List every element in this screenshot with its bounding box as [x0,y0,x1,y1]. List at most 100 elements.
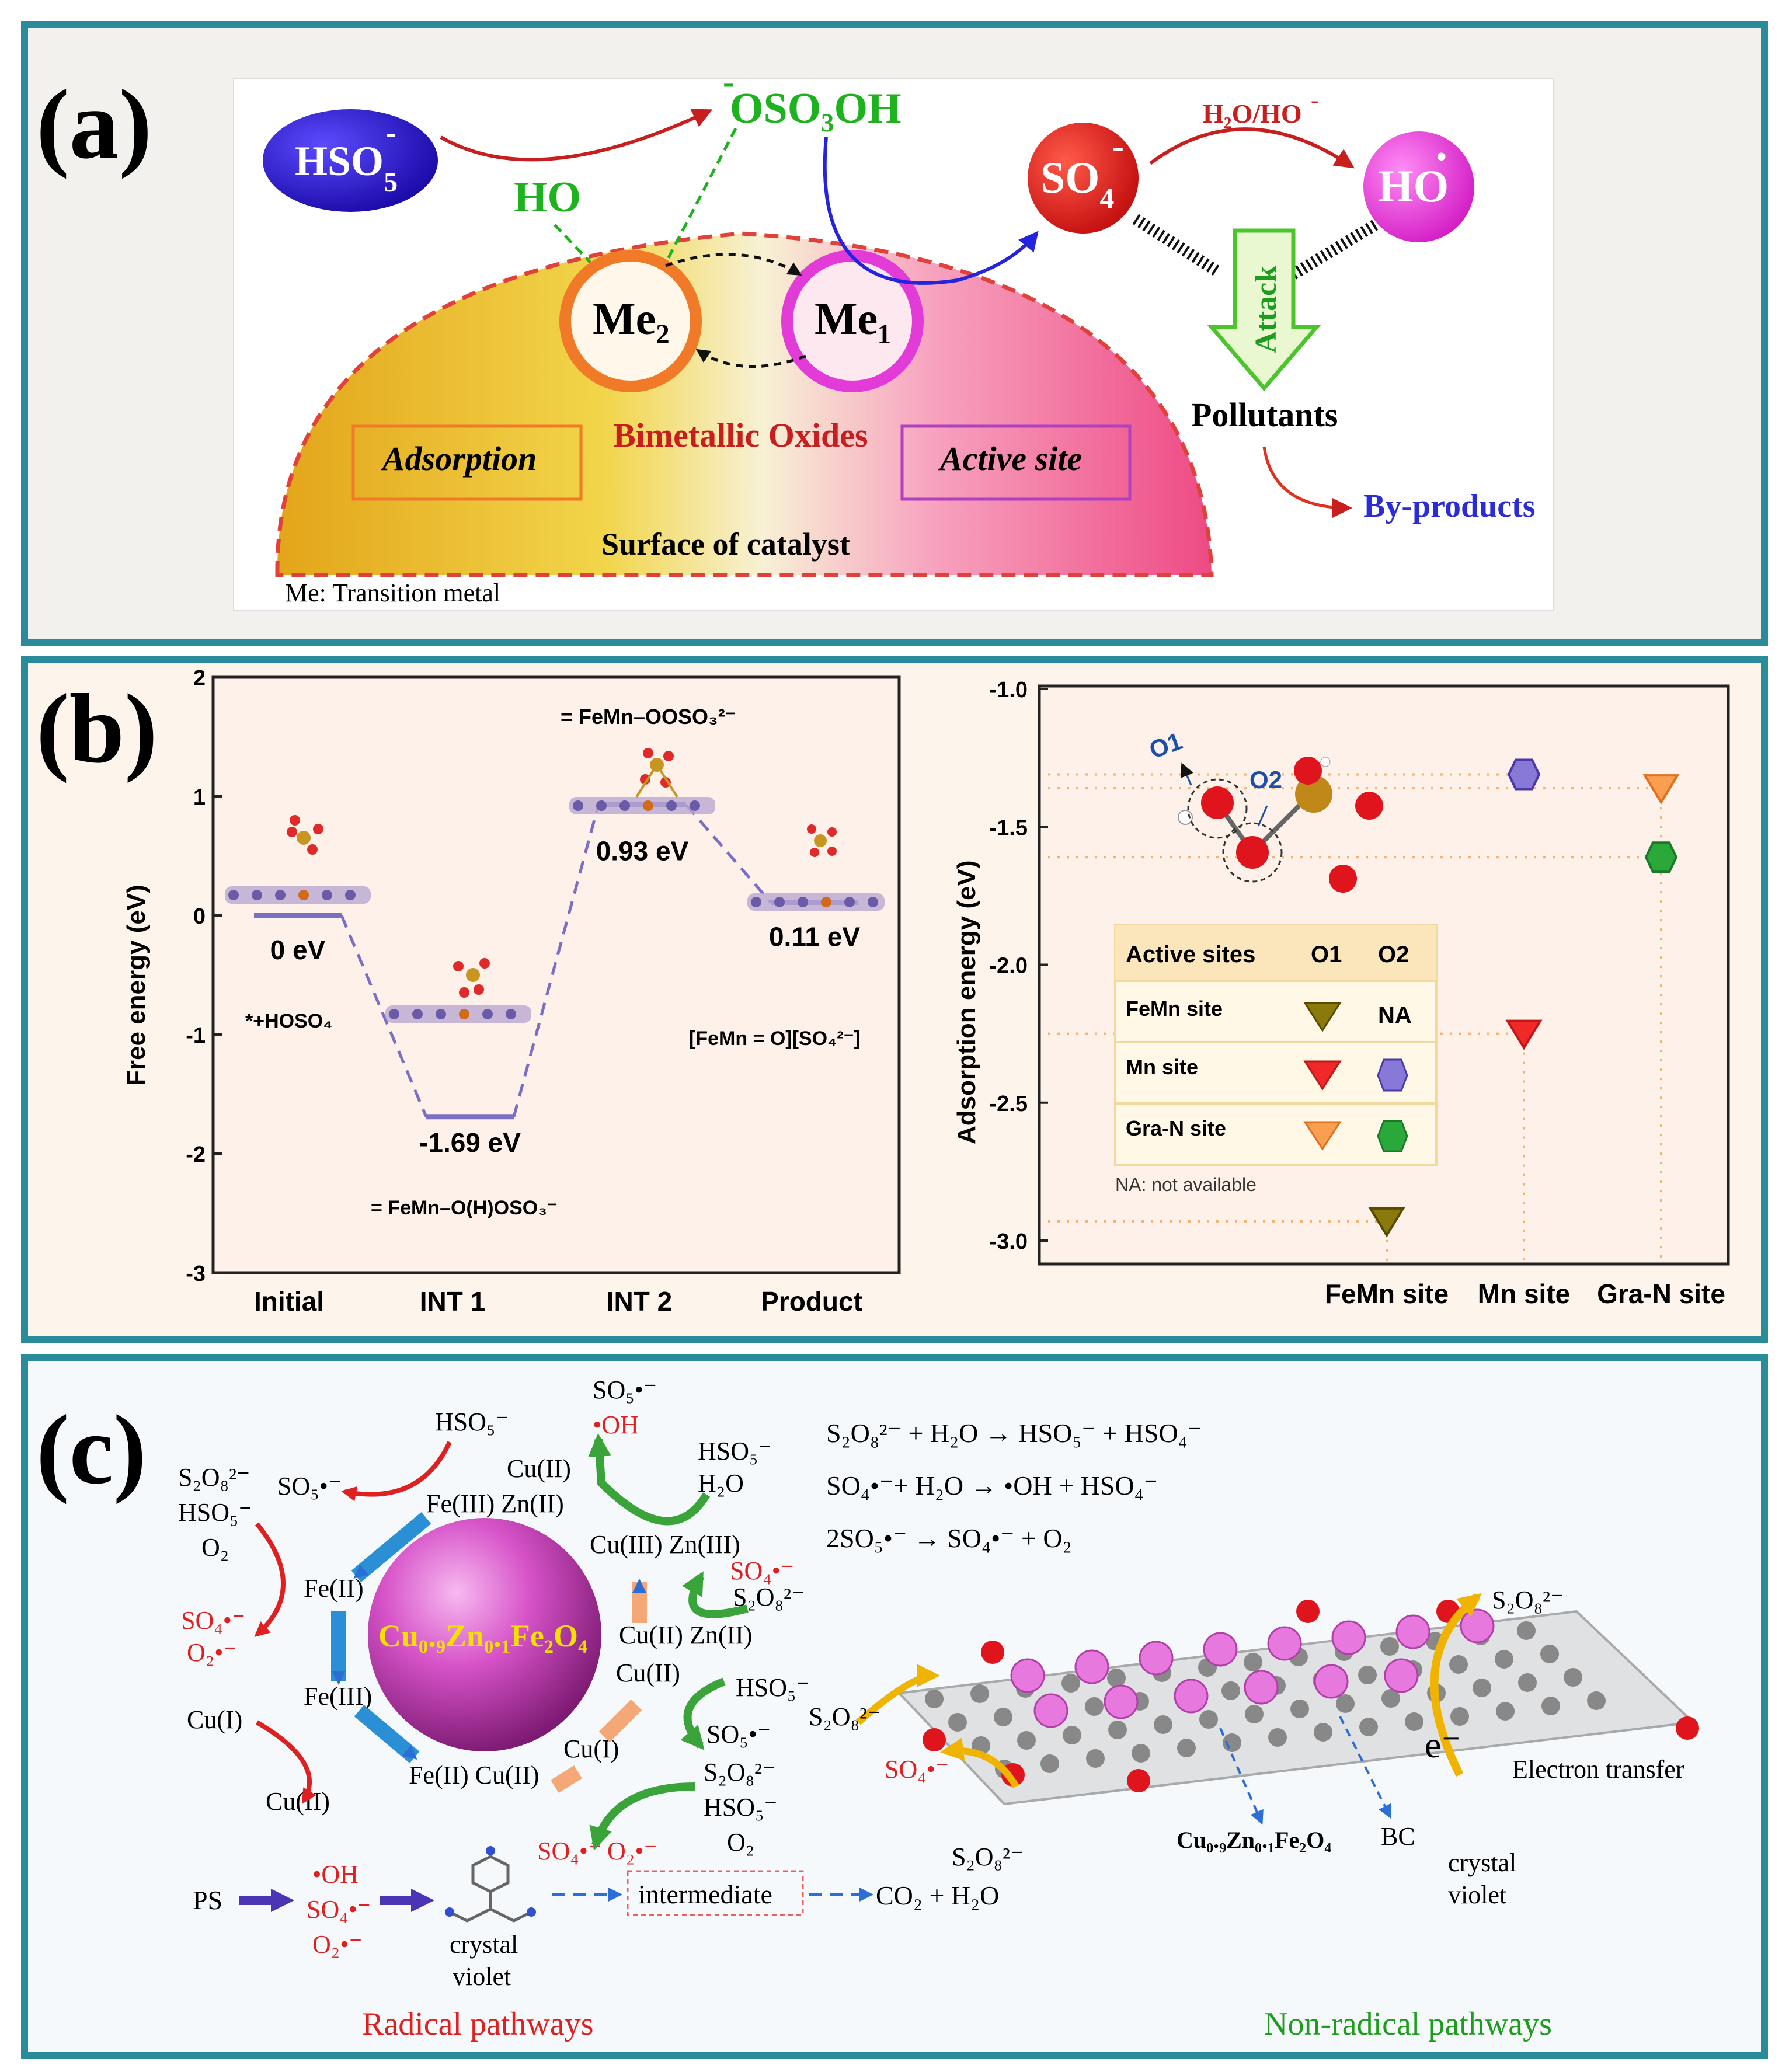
panel-c-label: (c) [36,1395,147,1505]
lbl-so5-l: SO₅•⁻ [277,1472,342,1500]
panel-b-label: (b) [36,674,158,783]
energy-chart-frame [211,675,901,1274]
legend-mn-o2-marker [1377,1058,1408,1092]
lbl-h2o-r: H₂O [698,1469,744,1498]
graphene-carbon [1314,1723,1332,1742]
energy-value-label: 0.93 eV [596,835,689,866]
adsorption-ytick-label: -3.0 [990,1230,1028,1254]
slab-int2 [569,748,715,814]
h2o-ho-label: H₂O/HO [1203,99,1302,128]
lbl-crystal2: crystal [1448,1848,1516,1877]
dashed-me2-to-me1 [665,253,802,276]
arrow-so4-to-ho [1149,127,1355,169]
energy-ytick-label: -2 [186,1143,206,1167]
legend-mn-o1-marker [1303,1060,1342,1091]
graphene-carbon [1086,1749,1105,1768]
catalyst-surface-dome [275,231,1214,577]
legend-na: NA [1378,1002,1412,1028]
graphene-metal-atom [1104,1684,1139,1719]
graphene-carbon [1290,1700,1309,1718]
hso5-text: HSO5 [295,138,398,198]
graphene-carbon [1221,1681,1240,1700]
energy-ytick-label: 1 [193,785,206,810]
lbl-s2o8-l: S₂O₈²⁻ [178,1463,250,1492]
graphene-metal-atom [1460,1608,1495,1643]
lbl-e: e⁻ [1425,1724,1461,1765]
lbl-oh-top: •OH [593,1411,639,1439]
energy-category-label: Product [761,1286,862,1317]
lbl-so5-top: SO₅•⁻ [593,1375,657,1404]
legend-gran-o2-marker [1377,1120,1408,1152]
graphene-metal-atom [1384,1658,1419,1693]
lbl-so4-l: SO₄•⁻ [181,1606,245,1635]
dashed-to-cuzn [1219,1728,1264,1825]
lbl-cu2-b: Cu(II) [266,1787,330,1816]
dashed-ho-me2 [554,224,605,278]
graphene-metal-atom [1331,1620,1366,1655]
panel-c: (c) Cu₀.₉Zn₀.₁Fe₂O₄ S₂O₈²⁻ + H₂O → HSO₅⁻… [21,1354,1768,2059]
energy-ylabel: Free energy (eV) [122,884,151,1086]
oso3oh-charge: - [723,62,735,101]
lbl-so5-r2: SO₅•⁻ [706,1720,771,1749]
graphene-carbon [1496,1702,1515,1721]
lbl-nonradical-pathways: Non-radical pathways [1264,2006,1552,2042]
graphene-carbon [1495,1650,1513,1669]
graphene-carbon [1405,1712,1423,1731]
graphene-oxygen [981,1641,1004,1664]
adsorption-ytick-label: -2.0 [990,954,1028,978]
lbl-o2-p: O₂•⁻ [312,1930,363,1959]
arrow-yellow-left [856,1664,940,1725]
o2-label: O2 [1249,766,1282,793]
energy-connector [512,804,600,1117]
lbl-s2o8-br: S₂O₈²⁻ [704,1758,775,1787]
lbl-electron-transfer: Electron transfer [1512,1755,1684,1784]
arrow-yellow-right [1430,1593,1482,1777]
lbl-fe2-l: Fe(II) [304,1574,364,1603]
species-int2: = FeMn–OOSO₃²⁻ [561,705,736,729]
panel-a: (a) HSO5 - OSO₃OH - HO Me₂ Me₁ SO4 - H₂O… [21,21,1768,646]
adsorption-ylabel: Adsorption energy (eV) [952,861,981,1145]
pollutants-text: Pollutants [1191,396,1338,434]
lbl-o2r-l: O₂•⁻ [187,1638,237,1667]
energy-category-label: INT 1 [420,1286,485,1317]
arrow-to-byproducts [1262,446,1352,518]
lbl-fe3zn2: Fe(III) Zn(II) [426,1489,564,1518]
lbl-cu2-t: Cu(II) [507,1454,571,1483]
sphere-label: Cu₀.₉Zn₀.₁Fe₂O₄ [378,1618,587,1653]
byproducts-text: By-products [1363,488,1536,524]
graphene-carbon [1108,1721,1127,1739]
graphene-carbon [1107,1669,1126,1687]
graphene-carbon [1061,1674,1080,1693]
me1-text: Me₁ [815,293,892,344]
species-int1: = FeMn–O(H)OSO₃⁻ [371,1197,558,1219]
adsorption-point-o2 [1507,758,1541,791]
graphene-carbon [948,1713,967,1732]
lbl-intermediate: intermediate [638,1879,772,1909]
lbl-crystal: crystal [450,1930,518,1959]
dashed-to-bc [1339,1716,1391,1819]
energy-ytick-label: -1 [186,1023,206,1048]
graphene-carbon [1517,1621,1536,1640]
radical-pathway: PS •OH SO₄•⁻ O₂•⁻ crystal violet interme… [193,1846,999,2042]
arrow-left-bottom [255,1720,316,1805]
graphene-metal-atom [1395,1614,1430,1649]
so4-text: SO4 [1040,154,1114,214]
hash-bond-left [1132,214,1221,277]
energy-xcategories: Initial INT 1 INT 2 Product [254,1286,862,1317]
hso5-ellipse [263,109,438,212]
arrow-green-bottom [589,1782,695,1851]
adsorption-point-o1 [1505,1019,1543,1050]
lbl-so4-gl: SO₄•⁻ [885,1755,949,1784]
graphene-carbon [1541,1697,1560,1715]
graphene-carbon [1587,1691,1606,1710]
legend-na-note: NA: not available [1115,1174,1257,1195]
lbl-s2o8-gl: S₂O₈²⁻ [809,1702,880,1731]
arrow-to-so4 [823,137,1039,285]
graphene-metal-atom [1267,1626,1302,1661]
nonradical-labels: S₂O₈²⁻ SO₄•⁻ S₂O₈²⁻ S₂O₈²⁻ e⁻ Electron t… [809,1586,1684,2042]
graphene-carbon [1359,1718,1378,1736]
adsorption-text: Adsorption [381,440,537,478]
lbl-so4-p: SO₄•⁻ [307,1895,371,1924]
